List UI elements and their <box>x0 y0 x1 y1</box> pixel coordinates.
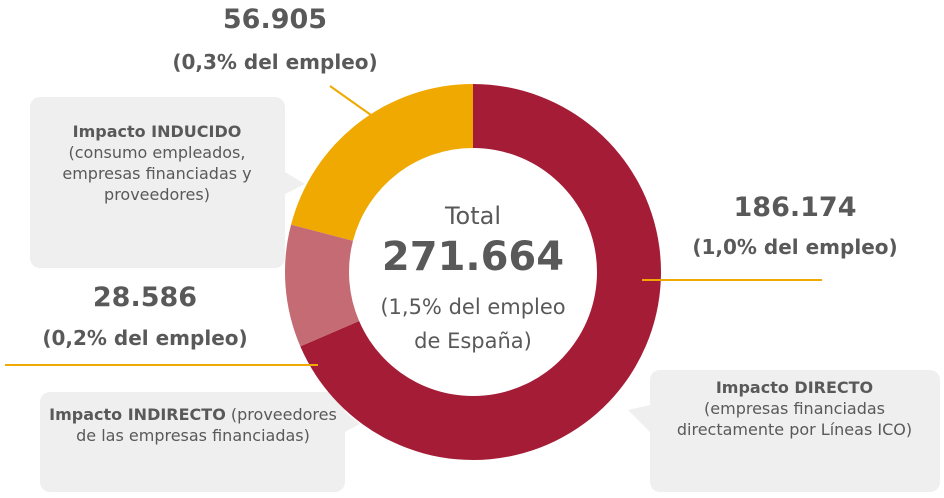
callout-text: (proveedores de las empresas financiadas… <box>76 405 337 445</box>
center-title: Total <box>444 202 502 230</box>
center-value: 271.664 <box>381 234 565 280</box>
share-label: (1,0% del empleo) <box>692 235 898 259</box>
callout-title: Impacto DIRECTO <box>715 378 874 397</box>
donut-segment <box>291 84 473 241</box>
callout-text: (consumo empleados, empresas financiadas… <box>62 143 252 204</box>
share-label: (0,2% del empleo) <box>42 326 248 350</box>
callout-text: (empresas financiadas directamente por L… <box>676 399 913 439</box>
callout: Impacto DIRECTO (empresas financiadas dir… <box>662 377 927 440</box>
callout-box <box>628 370 940 492</box>
donut-segment <box>285 224 360 347</box>
leader-line <box>329 85 379 121</box>
value-label: 56.905 <box>222 4 328 35</box>
value-label: 186.174 <box>733 192 857 223</box>
callout-box <box>30 97 305 268</box>
center-note: (1,5% del empleo de España) <box>380 295 566 353</box>
callout-title: Impacto INDIRECTO <box>49 405 226 424</box>
share-label: (0,3% del empleo) <box>172 50 378 74</box>
value-label: 28.586 <box>92 282 198 313</box>
donut-segment <box>300 84 661 461</box>
callout: Impacto INDIRECTO (proveedores de las em… <box>48 404 338 446</box>
callout: Impacto INDUCIDO (consumo empleados, empr… <box>32 121 282 205</box>
callout-title: Impacto INDUCIDO <box>72 122 242 141</box>
callout-box <box>40 392 360 492</box>
